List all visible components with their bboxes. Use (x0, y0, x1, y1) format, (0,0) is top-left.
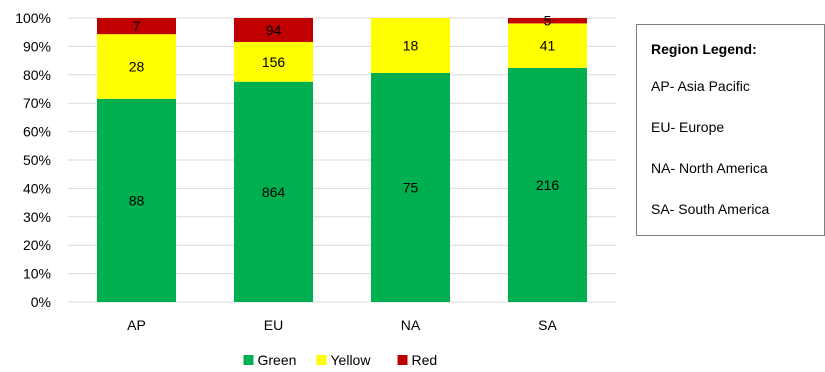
data-label-yellow-ap: 28 (129, 58, 145, 74)
legend-swatch-red (397, 355, 408, 365)
y-tick-label: 40% (23, 180, 51, 196)
region-legend-title: Region Legend: (651, 41, 757, 57)
bar-segment-yellow-ap (97, 34, 176, 99)
legend-label-red: Red (412, 352, 438, 368)
data-label-green-na: 75 (403, 179, 419, 195)
bar-segment-yellow-sa (508, 23, 587, 68)
bar-segment-green-sa (508, 67, 587, 302)
data-labels: 88 28 7 864 156 94 75 18 216 41 5 (129, 13, 560, 209)
x-tick-label: EU (264, 317, 283, 333)
y-tick-label: 80% (23, 67, 51, 83)
bar-segment-red-sa (508, 18, 587, 24)
x-tick-label: NA (401, 317, 421, 333)
data-label-red-sa: 5 (544, 13, 552, 29)
y-tick-label: 50% (23, 152, 51, 168)
x-tick-label: SA (538, 317, 557, 333)
data-label-red-ap: 7 (133, 18, 141, 34)
bars (97, 18, 587, 303)
region-legend-entry-sa: SA- South America (651, 201, 770, 217)
y-axis-tick-labels: 0% 10% 20% 30% 40% 50% 60% 70% 80% 90% 100% (15, 10, 51, 310)
y-tick-label: 100% (15, 10, 51, 26)
bar-segment-red-eu (234, 18, 313, 42)
y-tick-label: 60% (23, 124, 51, 140)
x-axis-tick-labels: AP EU NA SA (127, 317, 557, 333)
data-label-yellow-sa: 41 (540, 38, 556, 54)
data-label-red-eu: 94 (266, 22, 282, 38)
bar-segment-yellow-eu (234, 41, 313, 82)
bar-segment-green-na (371, 72, 450, 302)
region-legend-box: Region Legend: AP- Asia Pacific EU- Euro… (636, 24, 825, 236)
legend-label-green: Green (258, 352, 297, 368)
y-tick-label: 20% (23, 237, 51, 253)
legend-swatch-green (243, 355, 254, 365)
bar-segment-green-ap (97, 98, 176, 302)
bar-segment-red-ap (97, 18, 176, 35)
bar-segment-green-eu (234, 81, 313, 303)
y-tick-label: 0% (31, 294, 51, 310)
data-label-yellow-eu: 156 (262, 54, 286, 70)
x-tick-label: AP (127, 317, 146, 333)
legend-swatch-yellow (316, 355, 327, 365)
series-legend: Green Yellow Red (243, 352, 438, 368)
data-label-yellow-na: 18 (403, 37, 419, 53)
legend-label-yellow: Yellow (331, 352, 372, 368)
y-tick-label: 70% (23, 95, 51, 111)
data-label-green-eu: 864 (262, 184, 286, 200)
y-tick-label: 90% (23, 38, 51, 54)
region-legend-entry-eu: EU- Europe (651, 119, 725, 135)
y-tick-label: 10% (23, 266, 51, 282)
data-label-green-ap: 88 (129, 192, 145, 208)
region-legend-entry-ap: AP- Asia Pacific (651, 78, 750, 94)
data-label-green-sa: 216 (536, 177, 560, 193)
region-legend-entry-na: NA- North America (651, 160, 768, 176)
bar-segment-yellow-na (371, 18, 450, 73)
y-tick-label: 30% (23, 209, 51, 225)
